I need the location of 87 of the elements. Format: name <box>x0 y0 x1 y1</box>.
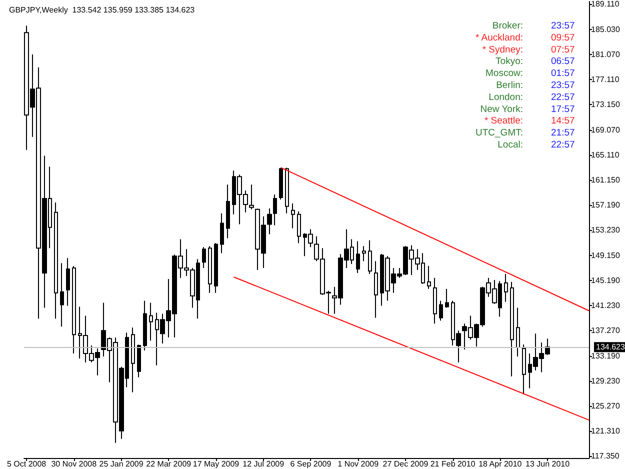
annotation: New York: <box>480 104 523 115</box>
y-tick-label: 185.030 <box>591 25 620 34</box>
candlestick <box>208 246 212 294</box>
candlestick <box>362 246 366 262</box>
annotation: Berlin: <box>496 80 523 91</box>
y-tick-label: 141.230 <box>591 300 620 310</box>
annotation: 22:57 <box>551 92 575 103</box>
candlestick <box>368 240 372 274</box>
y-tick-label: 133.190 <box>591 352 620 361</box>
x-tick-label: 27 Dec 2009 <box>382 460 429 468</box>
candlestick <box>214 242 218 294</box>
ref-line-label: 134.623 <box>596 342 625 352</box>
candlestick <box>433 277 437 324</box>
candlestick <box>427 266 431 290</box>
annotation: * Auckland: <box>475 32 523 44</box>
candlestick <box>273 194 277 226</box>
y-tick-label: 117.350 <box>591 451 620 460</box>
candlestick <box>510 281 514 377</box>
candlestick <box>356 240 360 274</box>
x-tick-label: 12 Jul 2009 <box>242 460 285 468</box>
annotation: Broker: <box>492 20 523 32</box>
candlestick <box>439 300 443 322</box>
annotation: 09:57 <box>551 32 575 44</box>
candlestick <box>445 288 449 308</box>
x-tick-label: 1 Nov 2009 <box>338 460 380 468</box>
x-tick-label: 6 Sep 2009 <box>290 460 332 468</box>
x-tick-label: 30 Nov 2008 <box>51 460 98 468</box>
y-tick-label: 165.110 <box>591 150 620 160</box>
y-tick-label: 125.270 <box>591 401 620 410</box>
y-tick-label: 137.270 <box>591 326 620 335</box>
annotation: 14:57 <box>551 116 575 127</box>
annotation: * Sydney: <box>482 44 523 56</box>
y-tick-label: 189.110 <box>591 0 620 8</box>
candlestick <box>72 265 76 354</box>
y-tick-label: 181.070 <box>591 50 620 60</box>
candlestick <box>297 210 301 244</box>
candlestick <box>522 344 526 395</box>
candlestick <box>60 262 64 328</box>
y-tick-label: 153.230 <box>591 225 620 234</box>
y-tick-label: 169.070 <box>591 126 620 135</box>
candlestick <box>374 260 378 318</box>
annotation: UTC_GMT: <box>476 128 523 139</box>
candlestick <box>267 208 272 235</box>
annotation: 23:57 <box>551 80 575 91</box>
candlestick <box>143 300 147 351</box>
annotation: 01:57 <box>551 68 575 80</box>
annotation: 23:57 <box>551 20 575 32</box>
candlestick <box>285 167 289 214</box>
annotation: Tokyo: <box>496 56 523 68</box>
annotation: 21:57 <box>551 128 575 139</box>
y-tick-label: 161.150 <box>591 176 620 185</box>
x-tick-label: 18 Apr 2010 <box>478 460 522 468</box>
annotation: London: <box>488 92 523 103</box>
candlestick <box>137 344 141 378</box>
candlestick <box>291 202 295 229</box>
candlestick <box>54 202 58 320</box>
x-tick-label: 17 May 2009 <box>192 460 240 468</box>
candlestick <box>279 167 283 200</box>
candlestick <box>66 258 70 306</box>
y-tick-label: 121.310 <box>591 426 620 436</box>
x-tick-label: 13 Jun 2010 <box>526 460 570 468</box>
text: GBPJPY,Weekly 133.542 135.959 133.385 134.623 <box>9 6 196 14</box>
candlestick <box>202 246 206 269</box>
candlestick <box>226 184 230 239</box>
annotation: 17:57 <box>551 104 575 115</box>
candlestick <box>149 302 153 342</box>
annotation: * Seattle: <box>484 116 523 127</box>
x-tick-label: 5 Oct 2008 <box>6 460 47 468</box>
y-tick-label: 157.190 <box>591 200 620 210</box>
y-tick-label: 145.190 <box>591 276 620 286</box>
candlestick <box>504 273 508 302</box>
candlestick <box>220 212 224 254</box>
x-tick-label: 25 Jan 2009 <box>99 460 144 468</box>
y-tick-label: 177.110 <box>591 75 620 84</box>
annotation: Local: <box>498 140 523 150</box>
annotation: 22:57 <box>551 140 575 150</box>
candlestick <box>516 307 520 357</box>
y-tick-label: 173.150 <box>591 100 620 109</box>
candlestick <box>249 184 254 210</box>
annotation: 06:57 <box>551 56 575 68</box>
x-tick-label: 21 Feb 2010 <box>430 460 476 468</box>
y-tick-label: 149.150 <box>591 251 620 260</box>
candlestick <box>131 327 135 393</box>
y-tick-label: 129.230 <box>591 376 620 386</box>
annotation: 07:57 <box>551 44 575 56</box>
annotation: Moscow: <box>486 68 523 80</box>
x-tick-label: 22 Mar 2009 <box>146 460 192 468</box>
